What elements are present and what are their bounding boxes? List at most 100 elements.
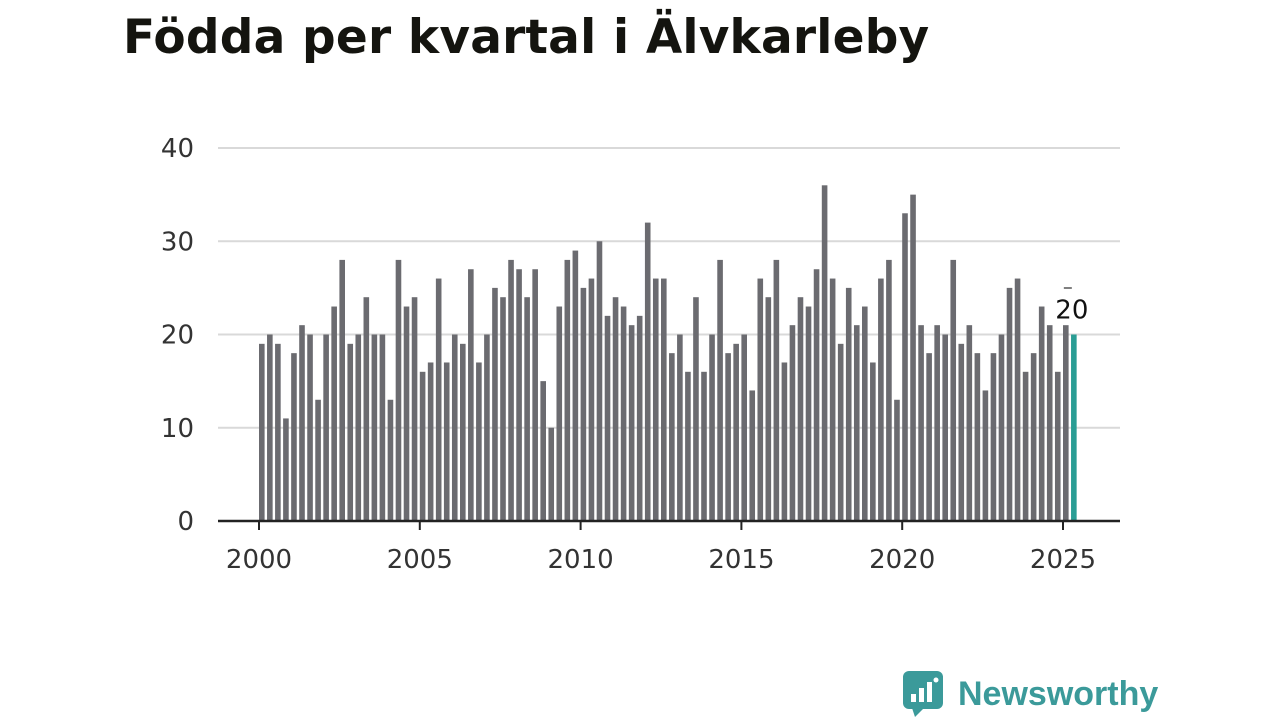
bar: [894, 399, 900, 521]
bar: [886, 259, 892, 521]
y-tick-label: 0: [177, 507, 194, 537]
bar: [701, 371, 707, 521]
newsworthy-logo-icon: [903, 671, 943, 717]
bar: [902, 213, 908, 521]
bar: [419, 371, 426, 521]
bar: [709, 334, 715, 521]
bar: [315, 399, 321, 521]
bar: [1054, 371, 1061, 521]
x-tick-label: 2000: [226, 545, 292, 575]
bar-latest: [1071, 334, 1077, 521]
bar: [612, 297, 619, 521]
bar: [934, 325, 940, 521]
bar: [347, 343, 354, 521]
newsworthy-logo: Newsworthy: [902, 670, 1158, 718]
bar: [805, 306, 812, 521]
bar: [596, 241, 603, 521]
y-tick-label: 30: [161, 227, 194, 257]
bar: [307, 334, 313, 521]
bar: [966, 325, 973, 521]
bar: [741, 334, 747, 521]
bar: [926, 353, 932, 521]
bar: [395, 259, 402, 521]
bar: [644, 222, 651, 521]
bar: [813, 269, 820, 521]
bar: [1063, 325, 1069, 521]
bar: [942, 334, 948, 521]
bar: [500, 297, 506, 521]
bar: [628, 325, 635, 521]
bar: [548, 427, 555, 521]
bar: [990, 353, 997, 521]
bar: [275, 343, 281, 521]
bar: [443, 362, 450, 521]
bar: [516, 269, 522, 521]
bar: [958, 343, 965, 521]
bar: [1038, 306, 1045, 521]
bar: [998, 334, 1005, 521]
bar: [636, 315, 643, 521]
x-tick-label: 2015: [708, 545, 774, 575]
bar: [508, 259, 514, 521]
bar: [853, 325, 860, 521]
bar: [918, 325, 924, 521]
bar: [677, 334, 683, 521]
bar: [460, 343, 466, 521]
bar: [693, 297, 699, 521]
bar: [299, 325, 305, 521]
bar: [1014, 278, 1021, 521]
bar: [435, 278, 442, 521]
bar: [725, 353, 731, 521]
bar: [363, 297, 370, 521]
bar: [411, 297, 418, 521]
bar: [1006, 287, 1013, 522]
bar: [821, 185, 828, 522]
bar: [829, 278, 836, 521]
bar: [685, 371, 691, 521]
bar: [379, 334, 386, 521]
y-tick-label: 40: [161, 134, 194, 164]
bar: [572, 250, 579, 521]
bar: [797, 297, 804, 521]
bar: [556, 306, 563, 521]
brand-name: Newsworthy: [958, 674, 1159, 713]
bar: [403, 306, 410, 521]
bar: [291, 353, 297, 521]
x-tick-label: 2005: [387, 545, 453, 575]
bar: [564, 259, 571, 521]
bar: [982, 390, 989, 521]
bar: [749, 390, 756, 521]
bar: [870, 362, 876, 521]
bar: [371, 334, 378, 521]
bar: [845, 287, 852, 522]
y-tick-label: 10: [161, 414, 194, 444]
bar: [588, 278, 595, 521]
bar: [339, 259, 345, 521]
bar: [427, 362, 434, 521]
chart-title: Födda per kvartal i Älvkarleby: [123, 10, 930, 65]
bar: [540, 381, 546, 522]
bar: [492, 287, 498, 522]
latest-value-label: 20: [1055, 296, 1088, 326]
bar: [331, 306, 337, 521]
bar: [267, 334, 273, 521]
bar: [652, 278, 659, 521]
bar: [717, 259, 723, 521]
x-tick-label: 2010: [548, 545, 614, 575]
bar: [773, 259, 780, 521]
bar: [451, 334, 458, 521]
bar: [974, 353, 981, 521]
bar: [524, 297, 530, 521]
bar: [283, 418, 289, 521]
bar: [259, 343, 265, 521]
bar: [781, 362, 788, 521]
bar: [1046, 325, 1053, 521]
x-tick-label: 2025: [1030, 545, 1096, 575]
bar: [669, 353, 675, 521]
bar: [1022, 371, 1029, 521]
bar: [910, 194, 916, 522]
bar: [837, 343, 844, 521]
bar: [532, 269, 538, 521]
bar: [323, 334, 329, 521]
